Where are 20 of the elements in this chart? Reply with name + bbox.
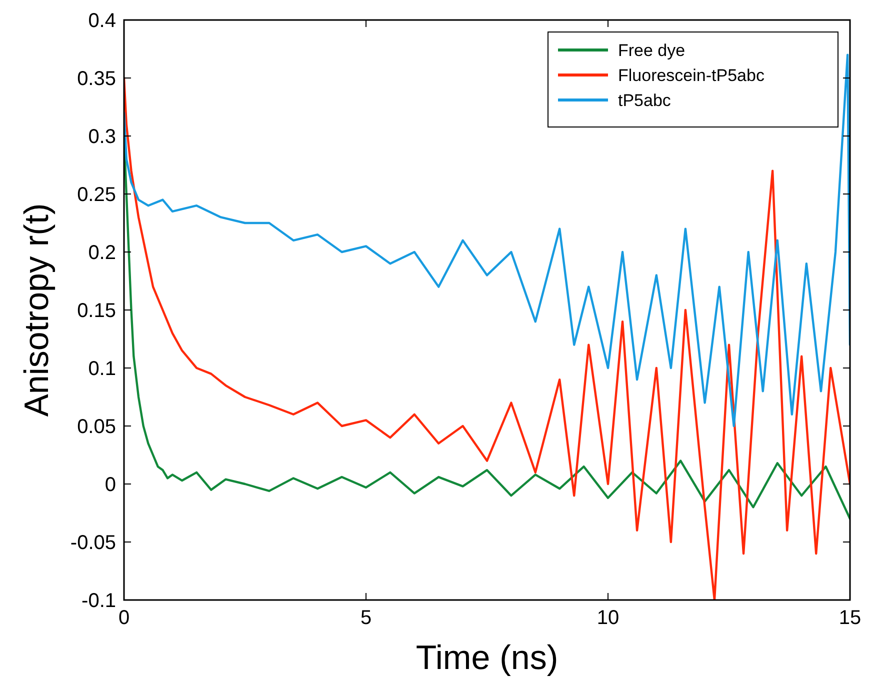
y-tick-label: 0.15: [77, 300, 116, 322]
legend-label: tP5abc: [618, 90, 672, 110]
x-tick-label: 5: [360, 607, 372, 629]
x-tick-label: 0: [118, 607, 130, 629]
y-tick-label: -0.1: [82, 590, 116, 612]
y-tick-label: 0.4: [88, 10, 116, 32]
legend-label: Free dye: [618, 40, 686, 60]
y-tick-label: 0.35: [77, 68, 116, 90]
y-tick-label: 0: [104, 474, 116, 496]
y-tick-label: 0.05: [77, 416, 116, 438]
x-axis-title: Time (ns): [416, 639, 558, 677]
legend-label: Fluorescein-tP5abc: [618, 66, 765, 85]
y-tick-label: 0.3: [88, 126, 116, 148]
y-axis-title: Anisotropy r(t): [18, 203, 56, 417]
y-tick-label: 0.2: [88, 242, 116, 264]
y-tick-label: -0.05: [70, 532, 116, 554]
y-tick-label: 0.25: [77, 184, 116, 206]
x-tick-label: 15: [838, 607, 862, 629]
y-tick-label: 0.1: [88, 358, 116, 380]
x-tick-label: 10: [596, 607, 620, 629]
